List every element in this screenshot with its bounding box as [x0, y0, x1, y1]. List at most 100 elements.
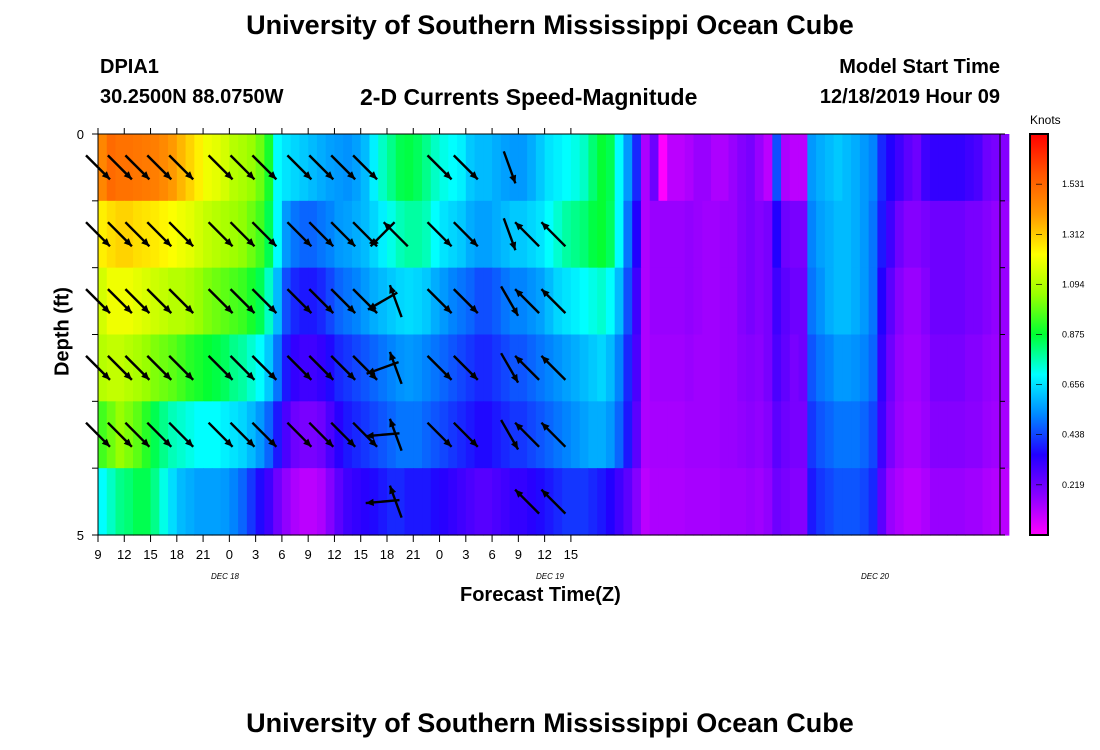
heatmap-cell	[982, 334, 992, 402]
heatmap-cell	[203, 200, 213, 269]
heatmap-cell	[956, 267, 966, 336]
heatmap-cell	[851, 267, 861, 336]
current-arrowhead	[101, 304, 110, 314]
current-arrowhead	[268, 304, 277, 314]
heatmap-cell	[422, 401, 432, 469]
heatmap-cell	[448, 401, 458, 469]
heatmap-cell	[413, 267, 423, 336]
heatmap-cell	[518, 267, 528, 336]
heatmap-cell	[474, 267, 484, 336]
heatmap-cell	[106, 134, 117, 202]
x-tick-label: 18	[380, 547, 394, 562]
current-arrowhead	[163, 238, 172, 247]
current-arrowhead	[123, 371, 132, 380]
colorbar-label: 0.875	[1062, 330, 1085, 340]
heatmap-cell	[1000, 200, 1010, 269]
heatmap-cell	[833, 468, 843, 536]
heatmap-cell	[141, 401, 152, 469]
heatmap-cell	[833, 401, 843, 469]
heatmap-cell	[413, 401, 423, 469]
heatmap-cell	[693, 468, 703, 536]
x-tick-label: 3	[462, 547, 469, 562]
heatmap-cell	[500, 267, 511, 336]
heatmap-cell	[343, 200, 353, 269]
heatmap-cell	[929, 401, 940, 469]
heatmap-cell	[693, 267, 703, 336]
heatmap-cell	[842, 468, 852, 536]
heatmap-cell	[168, 334, 178, 402]
heatmap-cell	[754, 134, 765, 202]
heatmap-cell	[632, 267, 642, 336]
heatmap-cell	[544, 200, 554, 269]
heatmap-cell	[220, 468, 230, 536]
heatmap-cell	[623, 468, 633, 536]
heatmap-cell	[894, 334, 905, 402]
current-arrowhead	[509, 174, 517, 184]
heatmap-cell	[824, 401, 835, 469]
heatmap-cell	[273, 468, 283, 536]
heatmap-cell	[973, 134, 984, 202]
heatmap-cell	[868, 334, 878, 402]
heatmap-cell	[746, 200, 756, 269]
heatmap-cell	[807, 334, 817, 402]
heatmap-cell	[570, 401, 581, 469]
heatmap-cell	[474, 401, 484, 469]
current-arrowhead	[123, 171, 132, 180]
heatmap-cell	[921, 267, 931, 336]
heatmap-cell	[500, 401, 511, 469]
heatmap-cell	[185, 200, 195, 269]
heatmap-cell	[789, 200, 800, 269]
heatmap-cell	[220, 334, 230, 402]
x-tick-label: 9	[305, 547, 312, 562]
heatmap-cell	[150, 134, 160, 202]
heatmap-cell	[351, 334, 362, 402]
heatmap-cell	[106, 200, 117, 269]
current-arrowhead	[389, 285, 397, 294]
heatmap-cell	[947, 134, 957, 202]
current-arrowhead	[389, 485, 397, 495]
heatmap-cell	[404, 134, 414, 202]
footer-title: University of Southern Mississippi Ocean…	[246, 708, 854, 738]
heatmap-cell	[527, 334, 537, 402]
heatmap-cell	[649, 401, 660, 469]
heatmap-cell	[894, 468, 905, 536]
heatmap-cell	[465, 468, 476, 536]
model-start-value: 12/18/2019 Hour 09	[819, 86, 1000, 108]
heatmap-cell	[211, 334, 222, 402]
x-tick-label: 15	[143, 547, 157, 562]
heatmap-cell	[246, 267, 257, 336]
heatmap-cell	[439, 401, 449, 469]
heatmap-cell	[185, 468, 195, 536]
heatmap-cell	[159, 267, 169, 336]
heatmap-cell	[386, 200, 397, 269]
current-arrowhead	[389, 418, 397, 428]
heatmap-cell	[185, 334, 195, 402]
heatmap-cell	[675, 468, 686, 536]
heatmap-cell	[386, 267, 397, 336]
heatmap-cell	[299, 200, 309, 269]
heatmap-cell	[605, 134, 616, 202]
heatmap-cell	[649, 200, 660, 269]
heatmap-cell	[772, 334, 782, 402]
heatmap-cell	[956, 200, 966, 269]
heatmap-cell	[492, 134, 502, 202]
colorbar-label: 0.438	[1062, 430, 1085, 440]
heatmap-cell	[711, 334, 721, 402]
heatmap-cell	[737, 267, 747, 336]
heatmap-cell	[544, 134, 554, 202]
current-arrowhead	[123, 304, 132, 314]
heatmap-cell	[570, 267, 581, 336]
heatmap-cell	[702, 401, 712, 469]
heatmap-cell	[492, 200, 502, 269]
heatmap-cell	[457, 401, 467, 469]
heatmap-cell	[737, 200, 747, 269]
current-arrowhead	[185, 438, 194, 447]
heatmap-cell	[448, 267, 458, 336]
heatmap-cell	[816, 334, 826, 402]
heatmap-cell	[868, 401, 878, 469]
heatmap-cell	[737, 334, 747, 402]
current-arrowhead	[370, 238, 379, 247]
heatmap-cell	[964, 334, 975, 402]
heatmap-cell	[334, 468, 344, 536]
heatmap-cell	[728, 468, 738, 536]
